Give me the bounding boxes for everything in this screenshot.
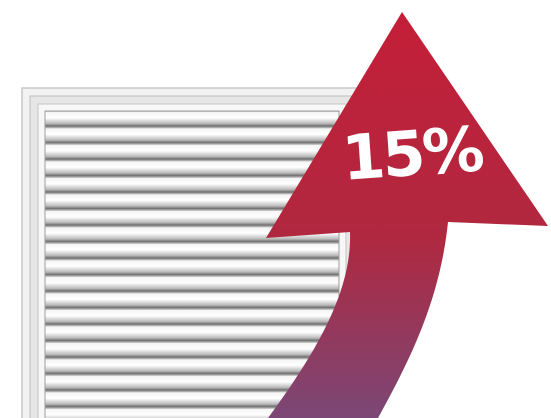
vent bbox=[21, 87, 363, 418]
percentage-badge: 15% bbox=[340, 112, 486, 195]
arrow bbox=[266, 12, 548, 418]
